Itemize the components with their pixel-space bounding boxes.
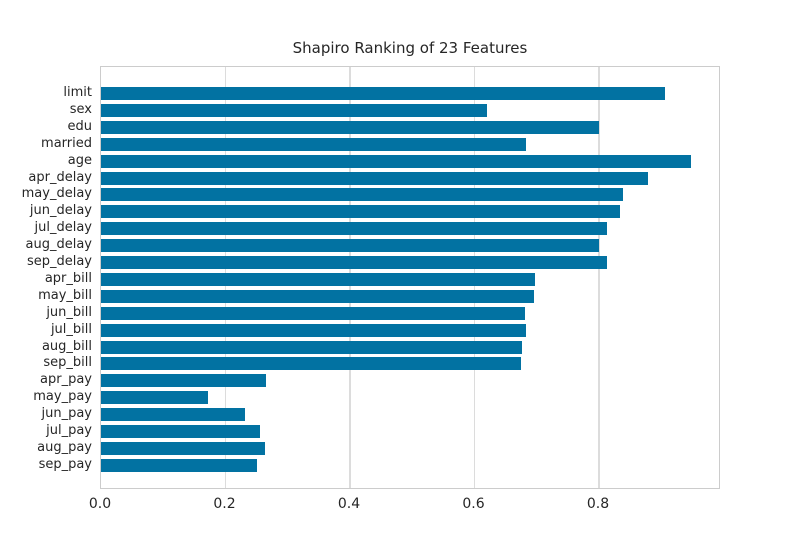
y-tick-label-aug_pay: aug_pay [37, 439, 92, 455]
y-tick-label-jun_bill: jun_bill [46, 304, 92, 320]
y-tick-label-age: age [67, 152, 92, 168]
bar-apr_delay [101, 171, 649, 185]
y-tick-label-edu: edu [67, 118, 93, 134]
y-tick-label-aug_delay: aug_delay [25, 237, 92, 253]
y-tick-label-jul_pay: jul_pay [46, 423, 92, 438]
bar-married [101, 137, 526, 151]
bar-jun_delay [101, 205, 621, 219]
bar-sex [101, 103, 487, 117]
bar-age [101, 154, 692, 168]
bar-may_delay [101, 188, 624, 202]
bar-may_bill [101, 289, 534, 303]
x-tick-label-0.2: 0.2 [213, 496, 236, 512]
y-tick-label-limit: limit [63, 85, 92, 100]
bar-edu [101, 120, 599, 134]
y-tick-label-apr_delay: apr_delay [28, 169, 92, 185]
y-tick-label-jun_pay: jun_pay [41, 406, 92, 422]
bar-sep_delay [101, 256, 608, 269]
y-tick-label-sep_pay: sep_pay [38, 456, 92, 472]
y-tick-label-apr_bill: apr_bill [44, 270, 92, 286]
bar-jul_delay [101, 222, 608, 236]
bar-jul_pay [101, 425, 261, 438]
plot-area [100, 66, 720, 489]
x-tick-label-0.0: 0.0 [88, 496, 112, 512]
bar-sep_bill [101, 357, 522, 371]
bar-aug_delay [101, 239, 599, 253]
bar-jul_bill [101, 323, 526, 337]
y-tick-label-sep_bill: sep_bill [43, 355, 92, 371]
y-tick-label-may_delay: may_delay [21, 186, 92, 202]
bar-jun_pay [101, 408, 246, 422]
bar-apr_pay [101, 374, 266, 388]
bar-aug_bill [101, 340, 523, 354]
y-tick-label-sex: sex [69, 101, 92, 117]
bar-apr_bill [101, 272, 536, 286]
bar-sep_pay [101, 458, 258, 472]
x-tick-label-0.4: 0.4 [337, 496, 361, 512]
gridline-0.8 [598, 67, 600, 488]
y-tick-label-aug_bill: aug_bill [41, 338, 92, 354]
y-tick-label-jul_delay: jul_delay [34, 220, 92, 236]
bar-limit [101, 87, 665, 100]
y-tick-label-married: married [41, 135, 92, 151]
bar-may_pay [101, 391, 209, 405]
bar-jun_bill [101, 306, 525, 320]
y-tick-label-may_bill: may_bill [38, 287, 92, 303]
y-tick-label-apr_pay: apr_pay [40, 372, 92, 388]
y-tick-label-may_pay: may_pay [33, 389, 92, 405]
x-tick-label-0.6: 0.6 [462, 496, 485, 512]
y-tick-label-jun_delay: jun_delay [29, 203, 92, 219]
x-tick-label-0.8: 0.8 [586, 496, 610, 512]
y-tick-label-sep_delay: sep_delay [26, 254, 92, 269]
y-tick-label-jul_bill: jul_bill [50, 321, 92, 337]
bar-aug_pay [101, 441, 266, 455]
chart-title: Shapiro Ranking of 23 Features [292, 39, 528, 57]
